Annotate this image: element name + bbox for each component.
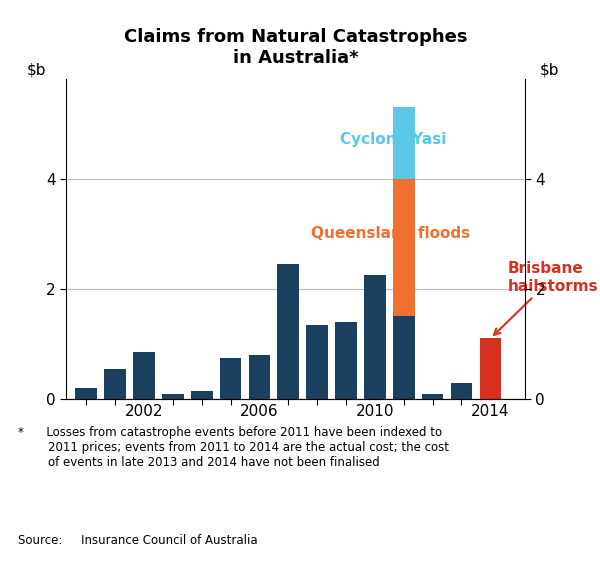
Text: *      Losses from catastrophe events before 2011 have been indexed to
        2: * Losses from catastrophe events before … bbox=[18, 426, 449, 468]
Text: $b: $b bbox=[540, 63, 559, 77]
Bar bbox=[220, 358, 241, 399]
Bar bbox=[277, 264, 299, 399]
Bar bbox=[162, 394, 184, 399]
Bar bbox=[364, 275, 386, 399]
Bar bbox=[451, 383, 472, 399]
Text: Source:     Insurance Council of Australia: Source: Insurance Council of Australia bbox=[18, 534, 257, 547]
Bar bbox=[76, 388, 97, 399]
Bar bbox=[307, 325, 328, 399]
Bar bbox=[393, 316, 415, 399]
Bar bbox=[104, 369, 126, 399]
Bar bbox=[393, 178, 415, 316]
Bar bbox=[422, 394, 443, 399]
Text: Brisbane
hailstorms: Brisbane hailstorms bbox=[494, 261, 598, 335]
Bar bbox=[393, 107, 415, 178]
Bar bbox=[335, 322, 357, 399]
Text: $b: $b bbox=[27, 63, 46, 77]
Bar bbox=[248, 355, 270, 399]
Text: Queensland floods: Queensland floods bbox=[311, 226, 470, 241]
Title: Claims from Natural Catastrophes
in Australia*: Claims from Natural Catastrophes in Aust… bbox=[124, 28, 467, 66]
Text: Cyclone Yasi: Cyclone Yasi bbox=[340, 133, 446, 147]
Bar bbox=[191, 391, 212, 399]
Bar bbox=[133, 352, 155, 399]
Bar bbox=[479, 339, 501, 399]
